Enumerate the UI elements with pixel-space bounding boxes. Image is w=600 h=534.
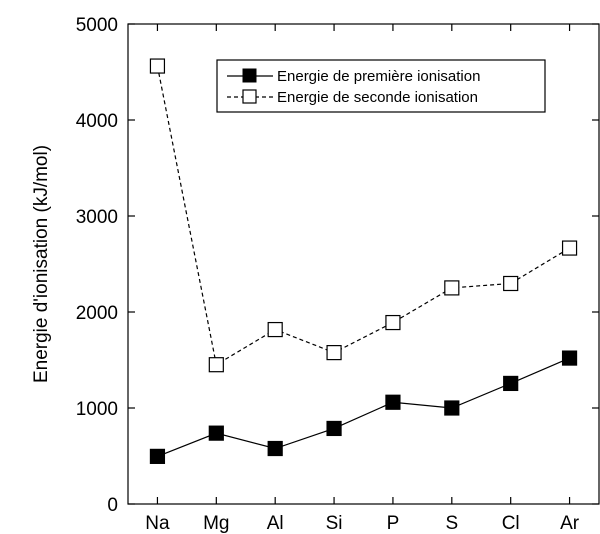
legend-label-1: Energie de première ionisation [277,68,480,85]
series-1-point-Al [267,440,283,457]
series-2-point-S [444,280,460,296]
series-1-point-Na [149,448,166,464]
y-axis: 0 1000 2000 3000 4000 5000 [76,15,599,516]
x-tick-label-Cl: Cl [502,513,520,534]
legend-box [216,59,546,113]
x-tick-label-Na: Na [145,513,170,534]
series-line-2 [156,65,570,366]
x-tick-label-Si: Si [326,513,343,534]
legend: Energie de première ionisation Energie d… [216,59,546,113]
y-tick-label-2: 2000 [76,303,118,324]
series-layer [149,58,578,464]
y-tick-label-0: 0 [107,495,118,516]
series-2-point-P [385,314,401,331]
series-1-point-P [385,394,401,410]
series-1-point-Si [326,420,342,437]
series-2-point-Al [267,321,283,338]
y-tick-label-5: 5000 [76,15,118,36]
series-1-point-Ar [561,350,578,366]
legend-marker-2 [242,89,257,104]
legend-label-2: Energie de seconde ionisation [277,89,478,106]
y-tick-label-3: 3000 [76,207,118,228]
y-tick-label-1: 1000 [76,399,118,420]
y-axis-title: Energie d'ionisation (kJ/mol) [31,145,52,383]
y-tick-label-4: 4000 [76,111,118,132]
legend-marker-1 [242,68,257,83]
x-tick-label-P: P [387,513,400,534]
series-2-point-Na [149,58,166,74]
legend-entry-1: Energie de première ionisation [227,68,480,85]
legend-entry-2: Energie de seconde ionisation [227,89,478,106]
series-1-point-S [444,400,460,416]
series-1-point-Mg [208,425,224,441]
x-tick-label-Mg: Mg [203,513,229,534]
plot-frame [127,23,600,505]
series-2-point-Ar [561,240,578,256]
series-1-point-Cl [503,375,519,392]
x-axis: Na Mg Al Si P S Cl Ar [145,24,580,534]
series-2-point-Si [326,345,342,361]
x-tick-label-Ar: Ar [560,513,580,534]
series-2-point-Cl [503,275,519,292]
x-tick-label-S: S [445,513,458,534]
x-tick-label-Al: Al [267,513,284,534]
series-2-point-Mg [208,357,224,373]
series-line-1 [157,357,570,457]
